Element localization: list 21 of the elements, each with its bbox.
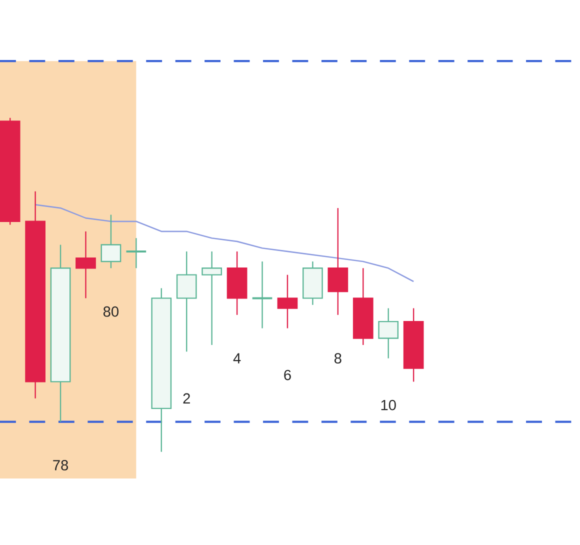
- annotation: 6: [284, 370, 291, 380]
- candlestick: [176, 250, 197, 352]
- candlestick: [126, 237, 146, 269]
- candlestick: [76, 230, 96, 299]
- annotation: 4: [233, 353, 241, 364]
- candlestick: [328, 207, 348, 316]
- candlestick: [403, 307, 424, 382]
- candlestick: [50, 244, 71, 422]
- candlestick: [226, 250, 248, 316]
- candlestick: [151, 287, 172, 452]
- annotation: 80: [103, 306, 118, 317]
- annotation: 2: [183, 393, 190, 404]
- candlestick: [202, 250, 222, 346]
- text: 78: [53, 460, 68, 470]
- annotation: 10: [381, 400, 396, 410]
- annotation: 8: [334, 353, 342, 364]
- candlestick: [252, 260, 272, 329]
- candlestick: [25, 190, 46, 399]
- candlestick: [302, 260, 323, 306]
- candlestick: [378, 307, 399, 359]
- candlestick: [277, 274, 298, 329]
